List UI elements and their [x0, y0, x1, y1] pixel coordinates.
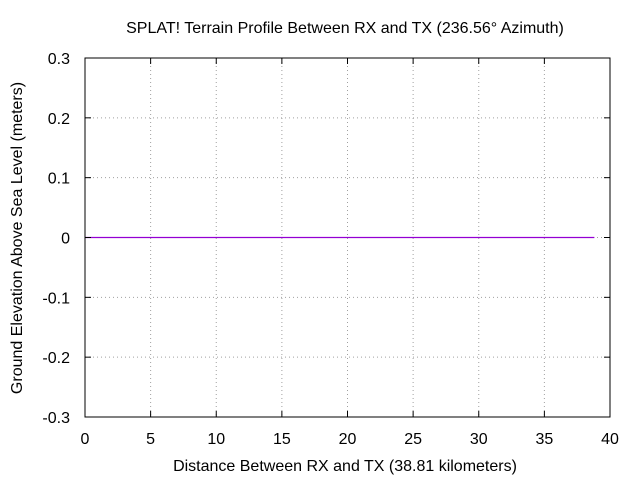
x-tick-label: 35: [535, 431, 553, 448]
x-tick-label: 40: [601, 431, 619, 448]
x-tick-label: 10: [207, 431, 225, 448]
y-tick-label: 0.2: [48, 111, 70, 128]
y-tick-label: 0.1: [48, 171, 70, 188]
y-tick-label: -0.1: [42, 290, 70, 307]
y-tick-label: 0.3: [48, 51, 70, 68]
y-tick-label: -0.2: [42, 350, 70, 367]
y-tick-label: -0.3: [42, 410, 70, 427]
x-tick-label: 30: [470, 431, 488, 448]
x-tick-label: 20: [339, 431, 357, 448]
x-tick-label: 25: [404, 431, 422, 448]
y-axis-label: Ground Elevation Above Sea Level (meters…: [9, 82, 26, 394]
ticks: 0 5 10 15 20 25 30 35 40 0.3 0.2 0.1 0 -0.1 -0.2 -0.3: [42, 51, 619, 448]
x-axis-label: Distance Between RX and TX (38.81 kilome…: [173, 458, 517, 475]
x-tick-label: 15: [273, 431, 291, 448]
y-tick-label: 0: [61, 231, 70, 248]
x-tick-label: 0: [81, 431, 90, 448]
chart-title: SPLAT! Terrain Profile Between RX and TX…: [126, 20, 564, 37]
x-tick-label: 5: [146, 431, 155, 448]
